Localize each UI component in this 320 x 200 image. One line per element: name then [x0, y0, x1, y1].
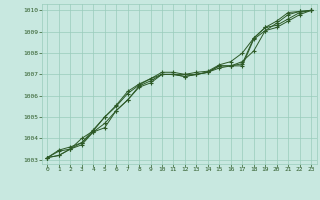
Text: Graphe pression niveau de la mer (hPa): Graphe pression niveau de la mer (hPa) [72, 186, 248, 196]
